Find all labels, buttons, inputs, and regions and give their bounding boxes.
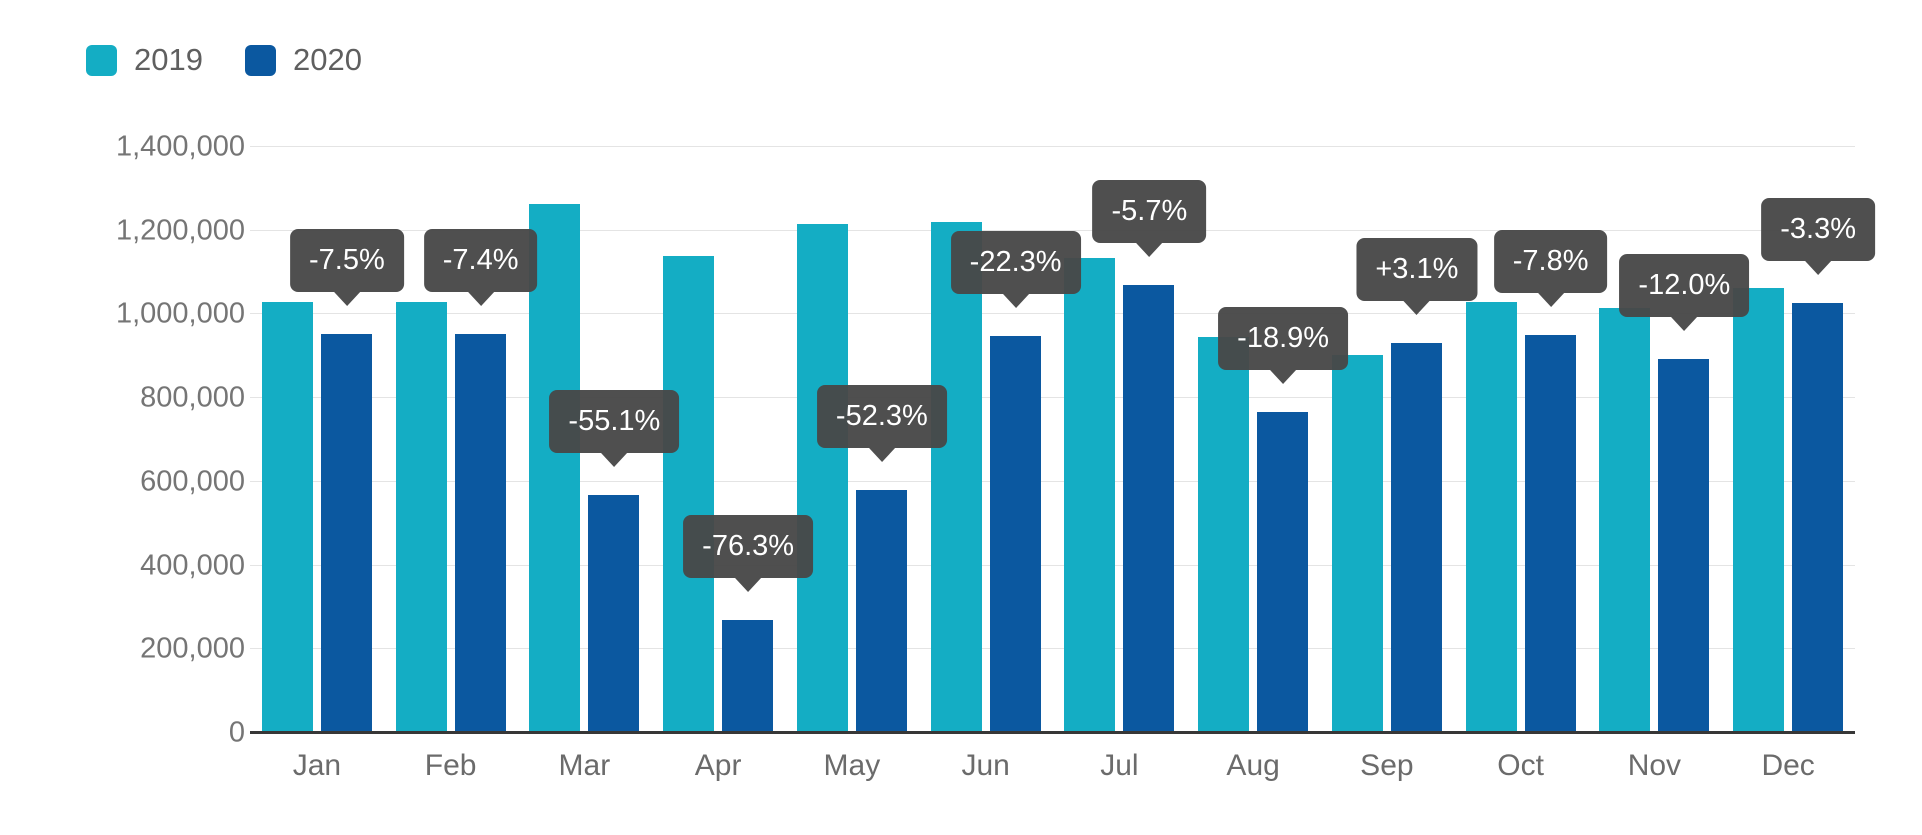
delta-badge-jan: -7.5%	[289, 229, 404, 307]
legend-swatch-2020-icon	[244, 44, 276, 76]
bar-2019-apr[interactable]	[663, 255, 715, 733]
legend-label-2020: 2020	[292, 42, 362, 77]
month-group-feb: -7.4% Feb	[384, 147, 538, 782]
bar-2019-nov[interactable]	[1599, 308, 1651, 733]
bar-2019-sep[interactable]	[1331, 355, 1383, 733]
legend-item-2020[interactable]: 2020	[244, 42, 362, 78]
bar-2019-feb[interactable]	[395, 301, 447, 733]
delta-badge-apr: -76.3%	[683, 515, 814, 592]
bar-2020-nov[interactable]	[1658, 359, 1710, 733]
delta-badge-nov: -12.0%	[1619, 254, 1750, 332]
delta-badge-may: -52.3%	[816, 385, 947, 463]
bar-2020-may[interactable]	[855, 490, 907, 733]
x-axis-baseline	[250, 731, 1855, 734]
bar-2019-oct[interactable]	[1465, 301, 1517, 733]
x-tick-label-feb: Feb	[424, 749, 477, 782]
delta-badge-jul: -5.7%	[1092, 180, 1207, 258]
x-tick-label-sep: Sep	[1360, 749, 1414, 782]
bar-2019-jan[interactable]	[261, 301, 313, 733]
gridline	[250, 480, 1855, 482]
month-group-nov: -12.0% Nov	[1588, 147, 1750, 782]
bars-row: -7.5% Jan -7.4% Feb -55.1% Mar -76.3% Apr -52.3%…	[250, 147, 1876, 782]
y-tick-label: 800,000	[140, 381, 245, 414]
x-tick-label-jun: Jun	[961, 749, 1010, 782]
bar-2019-jul[interactable]	[1064, 257, 1116, 733]
y-tick-label: 400,000	[140, 549, 245, 582]
month-group-may: -52.3% May	[785, 147, 947, 782]
bar-2019-dec[interactable]	[1733, 288, 1785, 733]
gridline	[250, 313, 1855, 315]
legend: 2019 2020	[86, 42, 362, 78]
month-group-dec: -3.3% Dec	[1721, 147, 1876, 782]
legend-swatch-2019-icon	[86, 44, 117, 76]
gridline	[250, 397, 1855, 399]
y-tick-label: 600,000	[140, 465, 245, 498]
delta-badge-jun: -22.3%	[950, 231, 1081, 309]
x-tick-label-nov: Nov	[1627, 749, 1682, 782]
y-tick-label: 0	[228, 716, 245, 749]
x-tick-label-mar: Mar	[558, 749, 611, 782]
plot-area: -7.5% Jan -7.4% Feb -55.1% Mar -76.3% Apr -52.3%…	[250, 146, 1876, 782]
bar-2020-jul[interactable]	[1123, 285, 1175, 733]
month-group-oct: -7.8% Oct	[1454, 147, 1608, 782]
y-tick-label: 1,000,000	[115, 297, 245, 330]
month-group-jun: -22.3% Jun	[919, 147, 1081, 782]
bar-2019-jun[interactable]	[930, 222, 982, 733]
gridline	[250, 146, 1855, 147]
bar-2020-jun[interactable]	[989, 336, 1041, 733]
delta-badge-feb: -7.4%	[423, 228, 538, 306]
bar-2019-may[interactable]	[796, 224, 848, 733]
bar-2020-aug[interactable]	[1257, 412, 1309, 733]
x-tick-label-aug: Aug	[1226, 749, 1280, 782]
y-axis: 0 200,000 400,000 600,000 800,000 1,000,000 1,…	[0, 131, 245, 749]
gridline	[250, 564, 1855, 566]
x-tick-label-may: May	[823, 749, 881, 782]
delta-badge-mar: -55.1%	[549, 390, 680, 468]
bar-2020-feb[interactable]	[454, 333, 506, 733]
x-tick-label-oct: Oct	[1497, 749, 1544, 782]
gridline	[250, 229, 1855, 231]
delta-badge-sep: +3.1%	[1356, 238, 1478, 316]
month-group-apr: -76.3% Apr	[651, 147, 814, 782]
bar-2020-dec[interactable]	[1792, 302, 1844, 733]
delta-badge-oct: -7.8%	[1493, 230, 1608, 308]
x-tick-label-jan: Jan	[292, 749, 342, 782]
y-tick-label: 1,400,000	[115, 130, 245, 163]
delta-badge-aug: -18.9%	[1218, 307, 1349, 385]
bar-2020-oct[interactable]	[1524, 335, 1576, 733]
month-group-jul: -5.7% Jul	[1053, 147, 1207, 782]
delta-badge-dec: -3.3%	[1761, 197, 1876, 275]
bar-2020-jan[interactable]	[320, 334, 372, 733]
bar-2020-apr[interactable]	[722, 620, 774, 733]
x-tick-label-dec: Dec	[1761, 749, 1815, 782]
y-tick-label: 1,200,000	[115, 214, 245, 247]
month-group-mar: -55.1% Mar	[518, 147, 680, 782]
y-tick-label: 200,000	[140, 632, 245, 665]
month-group-aug: -18.9% Aug	[1186, 147, 1349, 782]
bar-2020-mar[interactable]	[588, 495, 640, 733]
month-group-sep: +3.1% Sep	[1320, 147, 1478, 782]
legend-item-2019[interactable]: 2019	[86, 42, 203, 78]
x-tick-label-apr: Apr	[694, 749, 742, 782]
bar-2019-aug[interactable]	[1198, 337, 1250, 733]
bar-2019-mar[interactable]	[529, 203, 581, 733]
x-tick-label-jul: Jul	[1100, 749, 1139, 782]
bar-2020-sep[interactable]	[1390, 343, 1442, 733]
gridline	[250, 648, 1855, 650]
legend-label-2019: 2019	[134, 42, 203, 77]
month-group-jan: -7.5% Jan	[250, 147, 404, 782]
